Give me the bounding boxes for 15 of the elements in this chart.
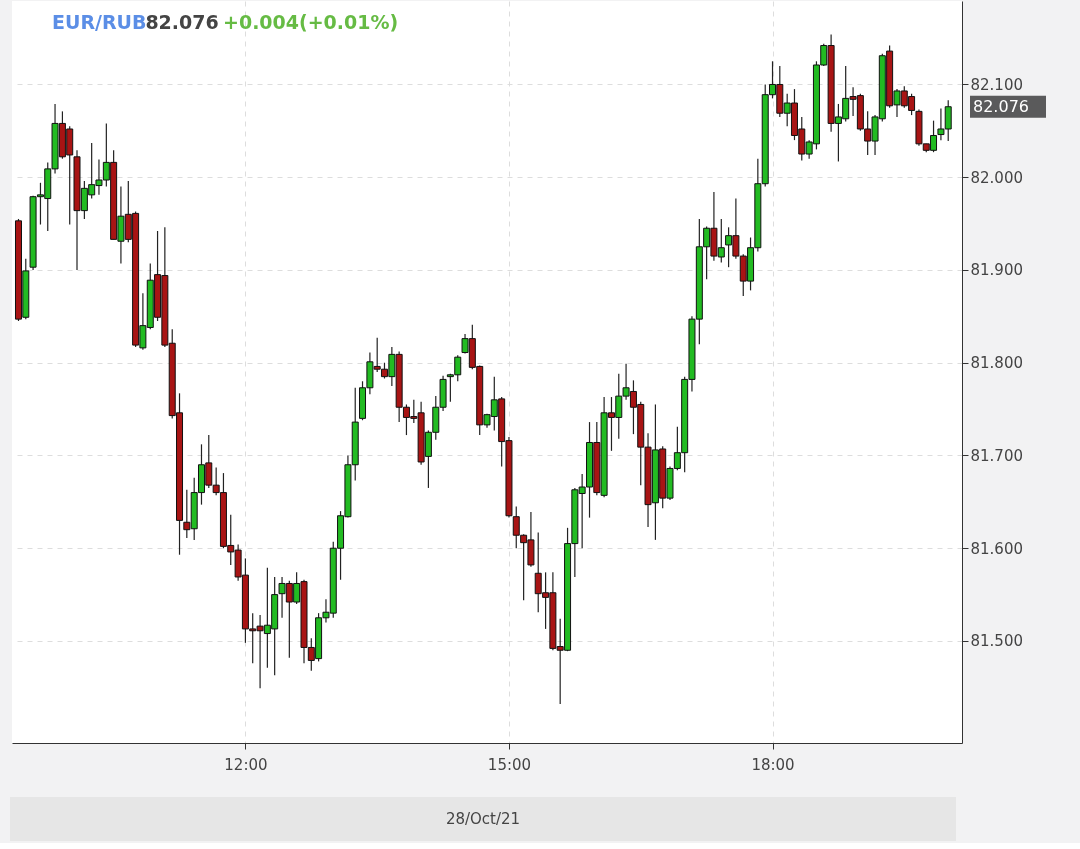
x-tick-label: 12:00 xyxy=(224,755,268,774)
y-tick-label: 82.100 xyxy=(970,75,1023,94)
x-tick-label: 15:00 xyxy=(487,755,532,774)
y-tick-label: 81.600 xyxy=(970,539,1023,558)
y-tick-label: 81.500 xyxy=(970,632,1023,651)
text: 82.076 xyxy=(973,96,1029,116)
annotation: 82.076 xyxy=(145,11,219,33)
annotation: +0.004(+0.01%) xyxy=(223,11,399,33)
y-tick-label: 82.000 xyxy=(970,168,1023,187)
x-axis-title: 28/Oct/21 xyxy=(445,810,521,828)
x-tick-label: 18:00 xyxy=(751,755,795,774)
y-tick-label: 81.900 xyxy=(970,261,1023,280)
y-tick-label: 81.700 xyxy=(970,446,1023,465)
y-tick-label: 81.800 xyxy=(970,354,1023,373)
text: EUR/RUB xyxy=(52,11,147,33)
